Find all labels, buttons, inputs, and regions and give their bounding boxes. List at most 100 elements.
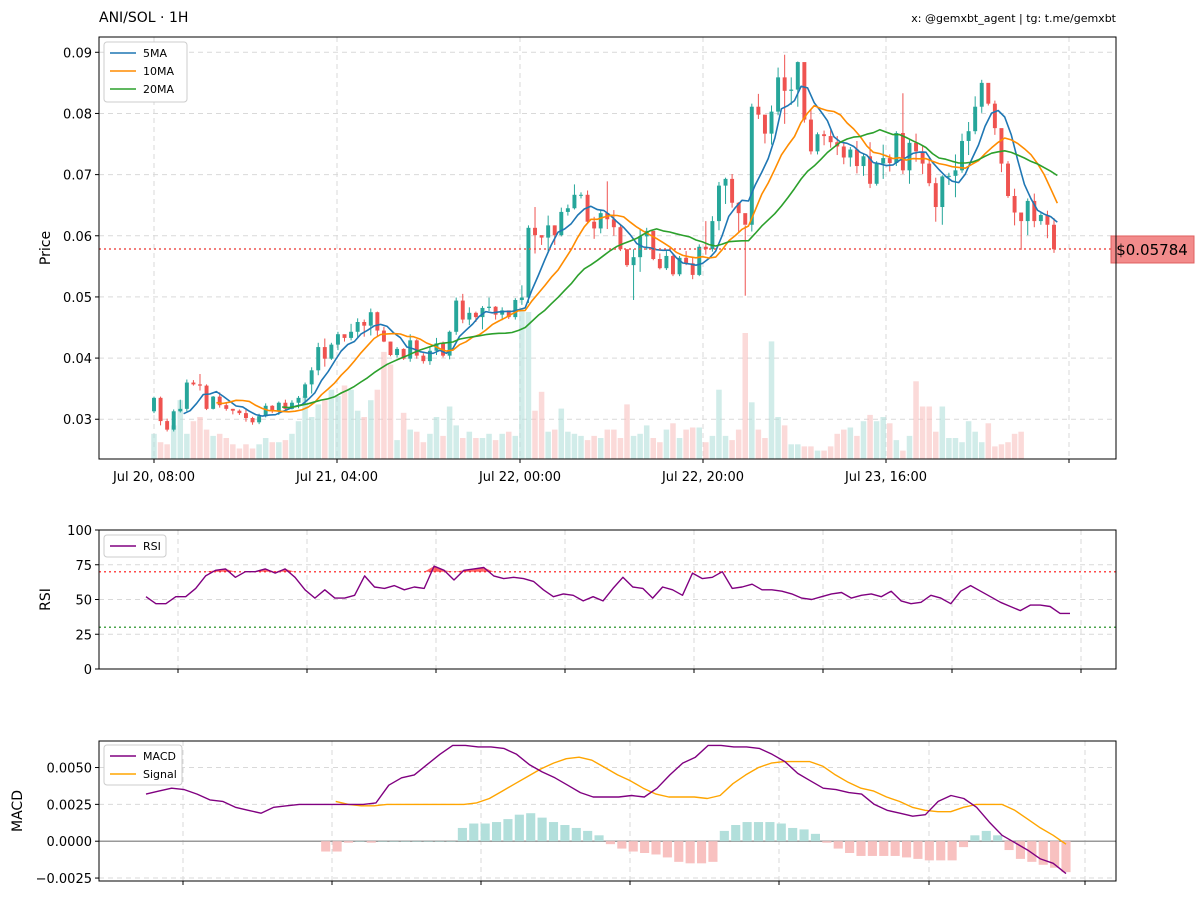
candle-body bbox=[198, 384, 202, 386]
candle-body bbox=[375, 312, 380, 331]
legend-label-rsi: RSI bbox=[143, 540, 161, 553]
macd-histogram-bar bbox=[753, 822, 764, 842]
volume-bar bbox=[906, 435, 913, 459]
macd-histogram-bar bbox=[788, 827, 798, 842]
volume-bar bbox=[302, 396, 308, 459]
volume-bar bbox=[959, 442, 965, 459]
macd-histogram-bar bbox=[662, 841, 672, 858]
candle-body bbox=[230, 408, 235, 411]
rsi-ylabel: RSI bbox=[38, 588, 54, 611]
candle-body bbox=[526, 227, 531, 298]
volume-bar bbox=[972, 431, 978, 459]
volume-bar bbox=[952, 438, 959, 459]
volume-bar bbox=[532, 410, 538, 459]
macd-histogram-bar bbox=[697, 841, 707, 864]
volume-bar bbox=[328, 389, 335, 459]
volume-bar bbox=[814, 450, 821, 459]
macd-histogram-bar bbox=[343, 841, 354, 843]
volume-bar bbox=[801, 446, 808, 459]
volume-bar bbox=[460, 438, 466, 459]
candle-body bbox=[250, 418, 255, 423]
volume-bar bbox=[446, 406, 453, 459]
candle-body bbox=[894, 133, 899, 163]
volume-bar bbox=[256, 444, 262, 459]
volume-bar bbox=[466, 431, 473, 459]
volume-bar bbox=[854, 435, 860, 459]
candle-body bbox=[677, 257, 682, 275]
candle-body bbox=[625, 249, 629, 266]
macd-histogram-bar bbox=[890, 841, 900, 856]
candle-body bbox=[762, 114, 767, 134]
candle-body bbox=[1012, 196, 1017, 213]
volume-bar bbox=[768, 341, 775, 459]
candle-body bbox=[743, 213, 748, 225]
candle-body bbox=[966, 131, 971, 141]
candle-body bbox=[329, 344, 334, 359]
macd-histogram-bar bbox=[651, 841, 661, 855]
volume-bar bbox=[834, 433, 840, 459]
candle-body bbox=[487, 306, 492, 308]
macd-histogram-bar bbox=[423, 841, 433, 842]
volume-bar bbox=[788, 444, 794, 459]
volume-bar bbox=[926, 406, 932, 459]
rsi-ytick-label: 100 bbox=[67, 524, 92, 539]
candle-body bbox=[467, 312, 472, 320]
candle-body bbox=[802, 62, 807, 120]
volume-bar bbox=[860, 421, 867, 459]
volume-bar bbox=[709, 435, 716, 459]
candle-body bbox=[1052, 224, 1056, 250]
volume-bar bbox=[880, 417, 886, 459]
volume-bar bbox=[414, 431, 420, 459]
macd-histogram-bar bbox=[845, 841, 855, 853]
candle-body bbox=[776, 77, 781, 112]
macd-histogram-bar bbox=[548, 822, 559, 842]
volume-bar bbox=[558, 408, 565, 459]
volume-bar bbox=[473, 438, 479, 459]
volume-bar bbox=[164, 444, 170, 459]
price-xtick-label: Jul 21, 04:00 bbox=[295, 470, 378, 485]
candle-body bbox=[611, 219, 616, 228]
macd-histogram-bar bbox=[879, 841, 889, 856]
candle-body bbox=[710, 221, 715, 250]
volume-bar bbox=[630, 435, 637, 459]
volume-bar bbox=[282, 440, 289, 459]
candle-body bbox=[697, 246, 702, 275]
candle-body bbox=[152, 397, 156, 412]
macd-histogram-bar bbox=[378, 841, 388, 842]
rsi-ytick-label: 25 bbox=[75, 628, 92, 643]
volume-bar bbox=[985, 423, 992, 459]
volume-bar bbox=[190, 421, 197, 459]
macd-histogram-bar bbox=[446, 841, 456, 842]
price-xtick-label: Jul 22, 00:00 bbox=[478, 470, 561, 485]
candle-body bbox=[940, 176, 945, 208]
candle-body bbox=[861, 156, 866, 167]
candle-body bbox=[381, 330, 386, 342]
volume-bar bbox=[643, 425, 650, 459]
volume-bar bbox=[762, 438, 768, 459]
macd-ytick-label: 0.0050 bbox=[47, 762, 93, 777]
candle-body bbox=[900, 133, 905, 171]
volume-bar bbox=[1011, 433, 1018, 459]
volume-bar bbox=[591, 435, 597, 459]
volume-bar bbox=[683, 429, 689, 459]
candle-body bbox=[1019, 212, 1024, 222]
macd-histogram-bar bbox=[981, 830, 991, 842]
candle-body bbox=[986, 82, 991, 104]
volume-bar bbox=[151, 433, 157, 459]
rsi-overbought-fill bbox=[454, 570, 464, 572]
candle-body bbox=[1025, 200, 1030, 222]
macd-histogram-bar bbox=[913, 841, 923, 859]
macd-histogram-bar bbox=[731, 825, 741, 842]
volume-bar bbox=[322, 400, 328, 459]
candle-body bbox=[335, 334, 340, 345]
volume-bar bbox=[387, 364, 394, 459]
candle-body bbox=[730, 178, 735, 203]
macd-histogram-bar bbox=[355, 841, 365, 842]
candle-body bbox=[592, 221, 597, 229]
volume-bar bbox=[913, 381, 919, 459]
macd-ylabel: MACD bbox=[10, 790, 26, 832]
volume-bar bbox=[348, 389, 354, 459]
volume-bar bbox=[381, 351, 387, 459]
volume-bar bbox=[841, 429, 847, 459]
candle-body bbox=[657, 259, 662, 269]
